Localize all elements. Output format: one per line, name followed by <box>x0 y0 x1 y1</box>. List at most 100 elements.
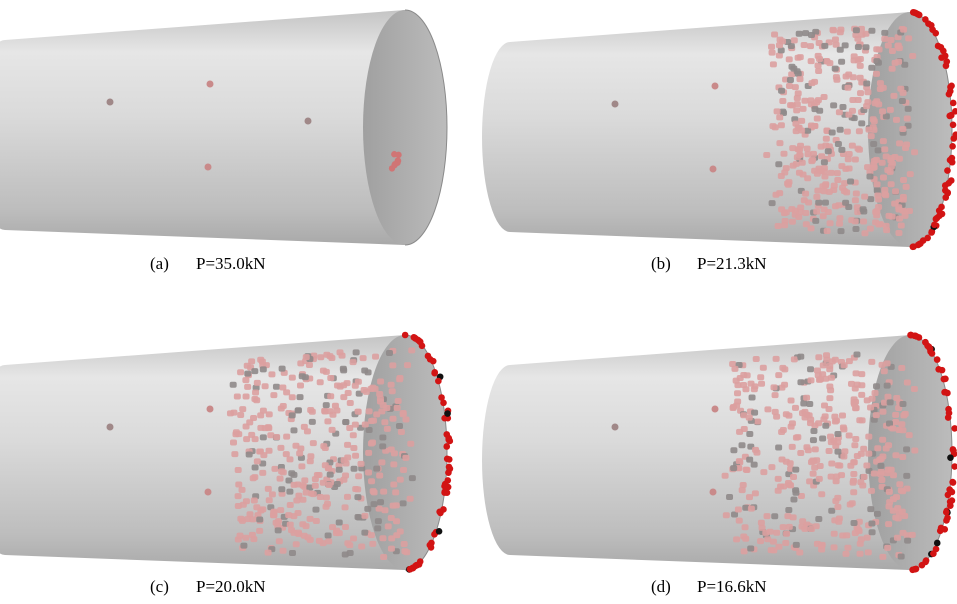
crack-point <box>390 481 397 487</box>
crack-point <box>815 53 822 59</box>
crack-point <box>325 532 332 538</box>
sensor-point <box>710 166 717 173</box>
crack-point <box>778 173 785 179</box>
crack-point <box>819 436 826 442</box>
crack-point-edge <box>938 525 945 532</box>
crack-point <box>332 403 339 409</box>
crack-point <box>874 511 881 517</box>
crack-point <box>326 482 333 488</box>
crack-point <box>795 71 802 77</box>
panel <box>0 10 447 245</box>
crack-point <box>407 496 414 502</box>
crack-point <box>239 487 246 493</box>
crack-point <box>887 37 894 43</box>
crack-point <box>872 390 879 396</box>
crack-point <box>277 445 284 451</box>
crack-point <box>290 472 297 478</box>
crack-point <box>396 423 403 429</box>
crack-point <box>845 112 852 118</box>
crack-point-edge <box>945 414 952 421</box>
crack-point <box>260 434 267 440</box>
crack-point <box>868 520 875 526</box>
crack-point <box>354 494 361 500</box>
crack-point <box>803 444 810 450</box>
crack-point <box>811 168 818 174</box>
crack-point <box>911 448 918 454</box>
crack-point <box>323 494 330 500</box>
crack-point <box>772 124 779 130</box>
crack-point <box>764 513 771 519</box>
crack-point <box>886 489 893 495</box>
crack-point-edge <box>950 446 957 453</box>
crack-point <box>358 543 365 549</box>
crack-point-edge <box>440 506 447 513</box>
crack-point <box>808 80 815 86</box>
crack-point <box>835 202 842 208</box>
crack-point <box>368 441 375 447</box>
crack-point <box>327 375 334 381</box>
crack-point <box>881 146 888 152</box>
crack-point <box>290 427 297 433</box>
panel-label: (d) <box>651 577 671 596</box>
crack-point <box>838 59 845 65</box>
crack-point <box>841 448 848 454</box>
crack-point <box>403 417 410 423</box>
crack-point <box>909 532 916 538</box>
crack-point <box>907 171 914 177</box>
crack-point <box>900 530 907 536</box>
crack-point <box>244 384 251 390</box>
crack-point <box>860 446 867 452</box>
crack-point <box>834 431 841 437</box>
crack-point <box>810 151 817 157</box>
crack-point <box>736 458 743 464</box>
crack-point <box>833 74 840 80</box>
crack-point <box>868 28 875 34</box>
crack-point <box>794 154 801 160</box>
crack-point <box>769 50 776 56</box>
page: (a)P=35.0kN(b)P=21.3kN(c)P=20.0kN(d)P=16… <box>0 0 957 604</box>
crack-point <box>257 412 264 418</box>
crack-point <box>883 223 890 229</box>
crack-point <box>863 81 870 87</box>
crack-point <box>911 386 918 392</box>
crack-point <box>365 450 372 456</box>
crack-point <box>380 489 387 495</box>
crack-point <box>324 418 331 424</box>
crack-point <box>739 442 746 448</box>
crack-point <box>336 519 343 525</box>
crack-point <box>838 472 845 478</box>
crack-point <box>852 226 859 232</box>
crack-point <box>379 443 386 449</box>
crack-point <box>821 159 828 165</box>
crack-point <box>734 390 741 396</box>
crack-point <box>792 208 799 214</box>
crack-point <box>395 398 402 404</box>
crack-point <box>892 412 899 418</box>
crack-point <box>810 437 817 443</box>
crack-point <box>736 429 743 435</box>
crack-point <box>880 174 887 180</box>
crack-point <box>309 409 316 415</box>
crack-point <box>903 446 910 452</box>
crack-point <box>773 530 780 536</box>
crack-point <box>830 102 837 108</box>
crack-point <box>905 35 912 41</box>
panel-label: (a) <box>150 254 169 273</box>
crack-point <box>730 465 737 471</box>
crack-point <box>372 354 379 360</box>
crack-point-edge <box>444 455 451 462</box>
crack-point <box>364 506 371 512</box>
crack-point <box>828 375 835 381</box>
crack-point <box>813 194 820 200</box>
crack-point <box>806 478 813 484</box>
crack-point <box>887 158 894 164</box>
crack-point <box>835 519 842 525</box>
crack-point <box>380 402 387 408</box>
crack-point <box>792 487 799 493</box>
figure: (a)P=35.0kN(b)P=21.3kN(c)P=20.0kN(d)P=16… <box>0 0 957 604</box>
panel-caption: P=16.6kN <box>697 577 767 596</box>
crack-point <box>253 397 260 403</box>
crack-point <box>266 448 273 454</box>
crack-point <box>834 504 841 510</box>
crack-point <box>899 454 906 460</box>
